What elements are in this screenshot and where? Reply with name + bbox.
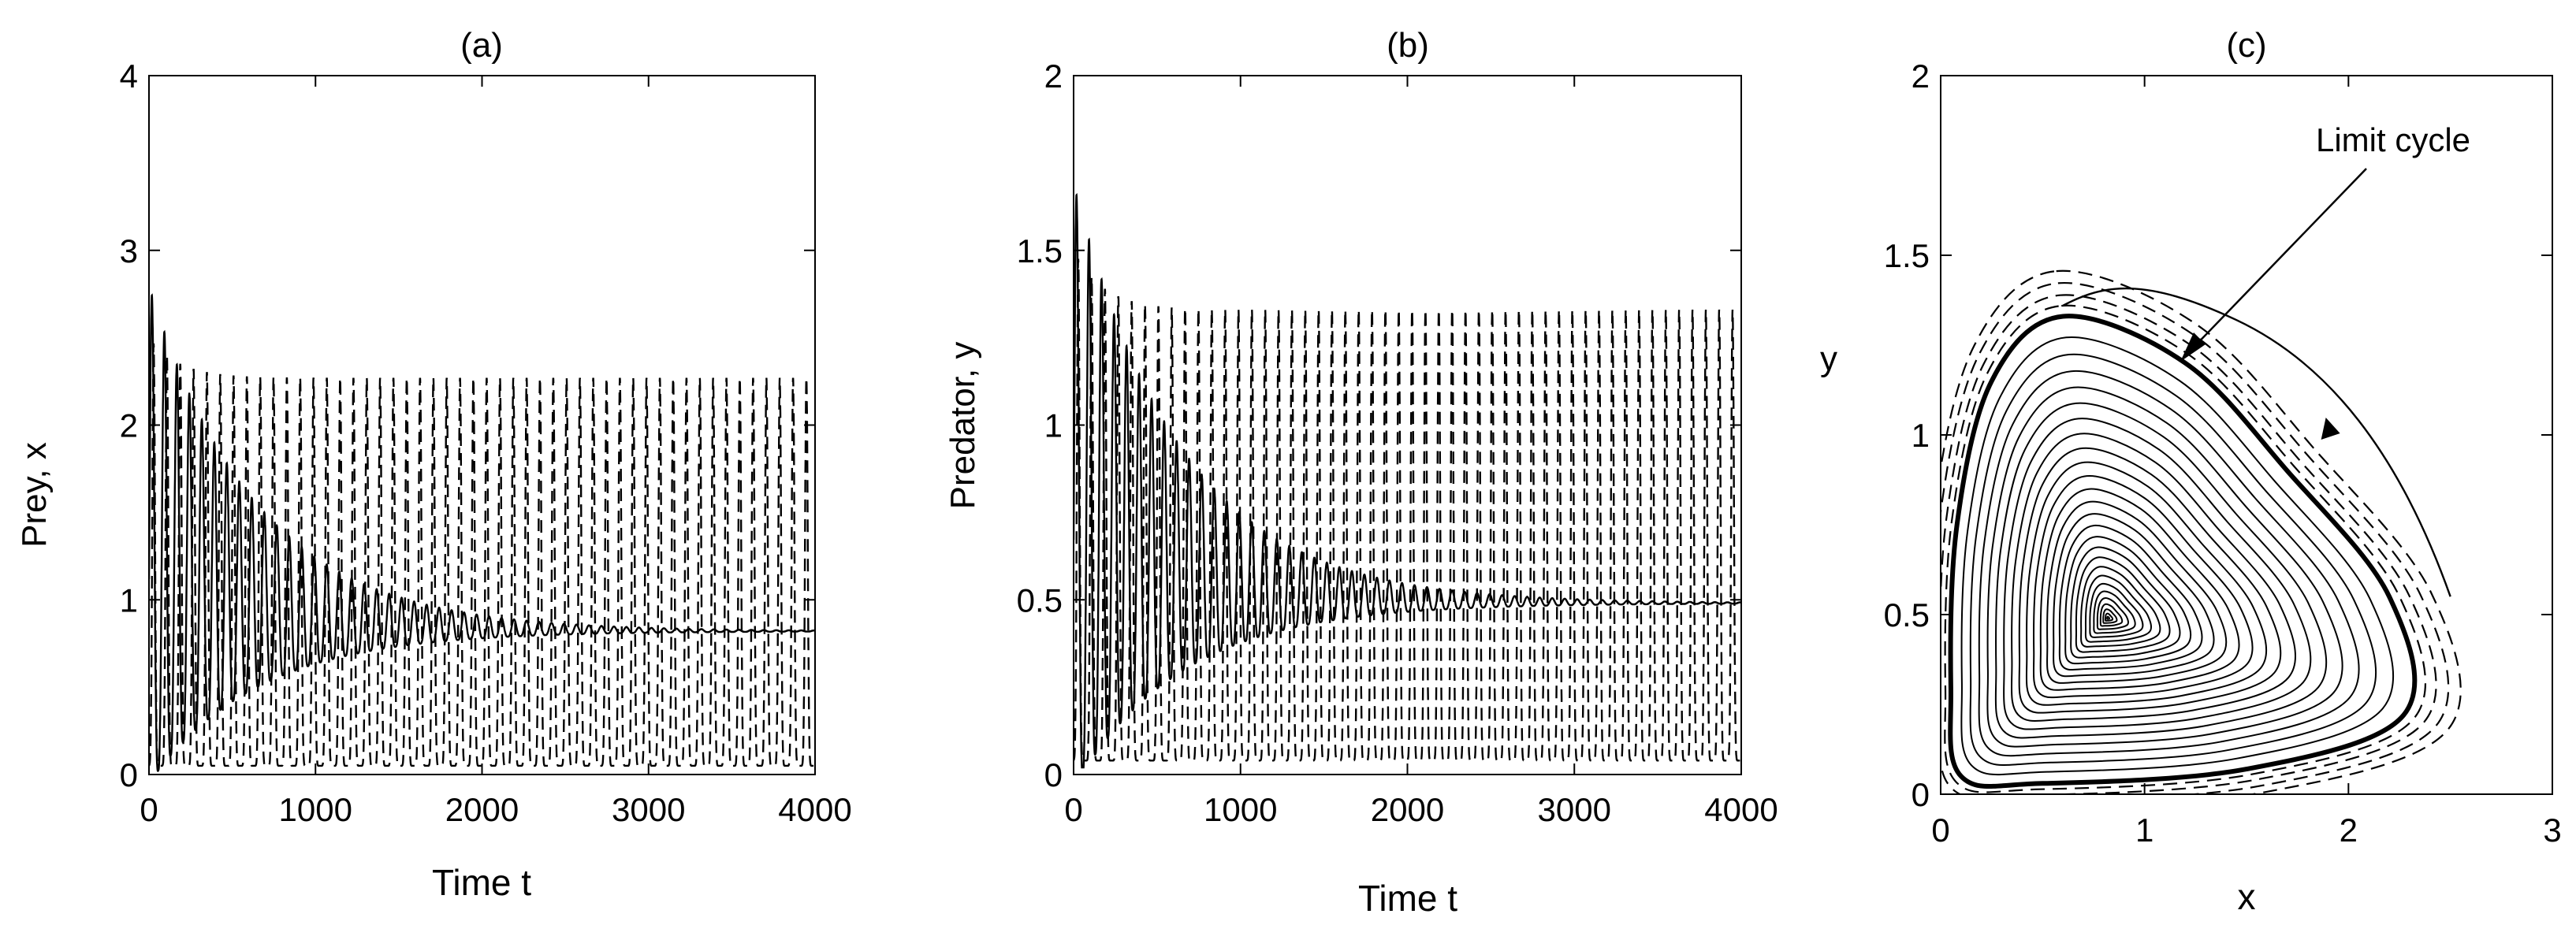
spiral-ring xyxy=(2093,590,2136,634)
panel-c-outer-trajectories xyxy=(1941,269,2462,794)
x-tick-label: 0 xyxy=(140,791,158,828)
panel-c-inner-spiral xyxy=(1960,336,2395,776)
spiral-ring xyxy=(2025,461,2268,706)
panel-b-dashed-series xyxy=(1074,258,1741,762)
panel-c-title: (c) xyxy=(2226,26,2266,65)
y-tick-label: 1.5 xyxy=(1884,237,1930,274)
x-tick-label: 2000 xyxy=(445,791,519,828)
y-tick-label: 0.5 xyxy=(1017,581,1063,619)
outer-trajectory xyxy=(1941,294,2437,794)
x-tick-label: 2 xyxy=(2340,812,2358,849)
spiral-ring xyxy=(1969,353,2377,766)
spiral-ring xyxy=(2003,418,2312,730)
limit-cycle-annotation: Limit cycle xyxy=(2316,121,2470,158)
spiral-ring xyxy=(2104,612,2114,622)
y-tick-label: 1 xyxy=(120,581,138,619)
spiral-ring xyxy=(2080,566,2161,648)
spiral-ring xyxy=(2064,536,2192,665)
x-tick-label: 4000 xyxy=(1704,791,1778,828)
limit-cycle-annotation-arrow-line xyxy=(2187,168,2367,354)
panel-b-axes-box xyxy=(1073,75,1742,775)
spiral-ring xyxy=(1960,336,2395,776)
y-tick-label: 0 xyxy=(1044,756,1063,793)
x-tick-label: 0 xyxy=(1064,791,1082,828)
y-tick-label: 1 xyxy=(1912,417,1930,454)
spiral-ring xyxy=(1978,370,2360,757)
x-tick-label: 1 xyxy=(2135,812,2153,849)
outer-trajectory xyxy=(1941,269,2462,794)
spiral-ring xyxy=(2070,546,2181,659)
spiral-ring xyxy=(2106,615,2111,620)
panel-b-x-label: Time t xyxy=(1358,878,1457,919)
panel-b-title: (b) xyxy=(1387,26,1429,65)
panel-b-ticks: 0 1000 2000 3000 4000 0 0.5 1 1.5 2 xyxy=(1017,58,1778,828)
y-tick-label: 0 xyxy=(1912,776,1930,813)
spiral-ring xyxy=(2084,574,2152,643)
panel-a-dashed-series xyxy=(149,343,815,767)
spiral-ring xyxy=(1994,402,2328,739)
x-tick-label: 0 xyxy=(1931,812,1949,849)
panel-a-ticks: 0 1000 2000 3000 4000 0 1 2 3 4 xyxy=(120,58,852,828)
spiral-ring xyxy=(2102,608,2118,624)
panel-a-y-label: Prey, x xyxy=(15,442,54,548)
panel-b-y-label: Predator, y xyxy=(944,342,982,510)
x-tick-label: 2000 xyxy=(1371,791,1444,828)
y-tick-label: 2 xyxy=(1044,58,1063,95)
panel-c-direction-arrowhead xyxy=(2321,418,2340,440)
panel-b: (b) 0 1000 2000 3000 4000 0 0.5 1 1.5 2 Predator,… xyxy=(944,26,1778,919)
panel-a-x-label: Time t xyxy=(432,862,531,903)
limit-cycle-annotation-arrowhead xyxy=(2180,332,2206,362)
panel-c-x-label: x xyxy=(2238,876,2256,917)
spiral-ring xyxy=(2018,447,2282,714)
spiral-ring xyxy=(2096,597,2130,630)
x-tick-label: 4000 xyxy=(778,791,851,828)
spiral-ring xyxy=(2010,433,2296,722)
spiral-ring xyxy=(2053,513,2215,678)
x-tick-label: 3000 xyxy=(1538,791,1611,828)
x-tick-label: 3 xyxy=(2543,812,2561,849)
panel-a-title: (a) xyxy=(460,26,503,65)
outer-trajectory xyxy=(1941,281,2450,794)
panel-a: (a) 0 1000 2000 3000 4000 0 1 2 3 4 Prey, x Time … xyxy=(15,26,852,903)
x-tick-label: 1000 xyxy=(1204,791,1277,828)
x-tick-label: 3000 xyxy=(612,791,685,828)
y-tick-label: 2 xyxy=(120,407,138,444)
panel-c-limit-cycle xyxy=(1948,314,2418,789)
panel-c-ticks: 0 1 2 3 0 0.5 1 1.5 2 xyxy=(1884,58,2562,849)
y-tick-label: 3 xyxy=(120,232,138,269)
spiral-ring xyxy=(2039,488,2240,691)
panel-c-y-label: y xyxy=(1820,340,1837,378)
panel-c: (c) 0 1 2 3 0 0.5 1 1.5 2 y x Limit cycle xyxy=(1820,26,2562,917)
spiral-ring xyxy=(2075,556,2171,653)
spiral-ring xyxy=(2099,603,2124,627)
y-tick-label: 0 xyxy=(120,756,138,793)
y-tick-label: 4 xyxy=(120,58,138,95)
spiral-ring xyxy=(2032,475,2254,699)
spiral-ring xyxy=(2058,524,2203,671)
panel-a-solid-series xyxy=(149,293,815,772)
panel-b-solid-series xyxy=(1074,192,1741,769)
y-tick-label: 1 xyxy=(1044,407,1063,444)
y-tick-label: 0.5 xyxy=(1884,596,1930,633)
incoming-trajectory xyxy=(2062,287,2451,597)
spiral-ring xyxy=(2089,582,2144,638)
x-tick-label: 1000 xyxy=(279,791,352,828)
y-tick-label: 2 xyxy=(1912,58,1930,95)
outer-trajectory xyxy=(1944,304,2427,793)
spiral-ring xyxy=(1986,386,2343,748)
spiral-ring xyxy=(2046,500,2228,684)
y-tick-label: 1.5 xyxy=(1017,232,1063,269)
